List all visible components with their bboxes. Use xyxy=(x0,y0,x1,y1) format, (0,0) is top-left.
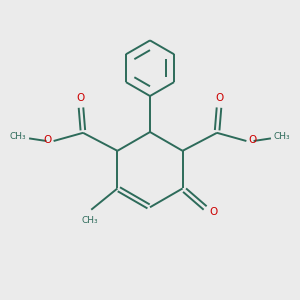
Text: O: O xyxy=(209,207,217,217)
Text: O: O xyxy=(77,93,85,103)
Text: O: O xyxy=(44,135,52,145)
Text: CH₃: CH₃ xyxy=(81,216,98,225)
Text: CH₃: CH₃ xyxy=(10,132,26,141)
Text: CH₃: CH₃ xyxy=(274,132,290,141)
Text: O: O xyxy=(248,135,256,145)
Text: O: O xyxy=(215,93,223,103)
